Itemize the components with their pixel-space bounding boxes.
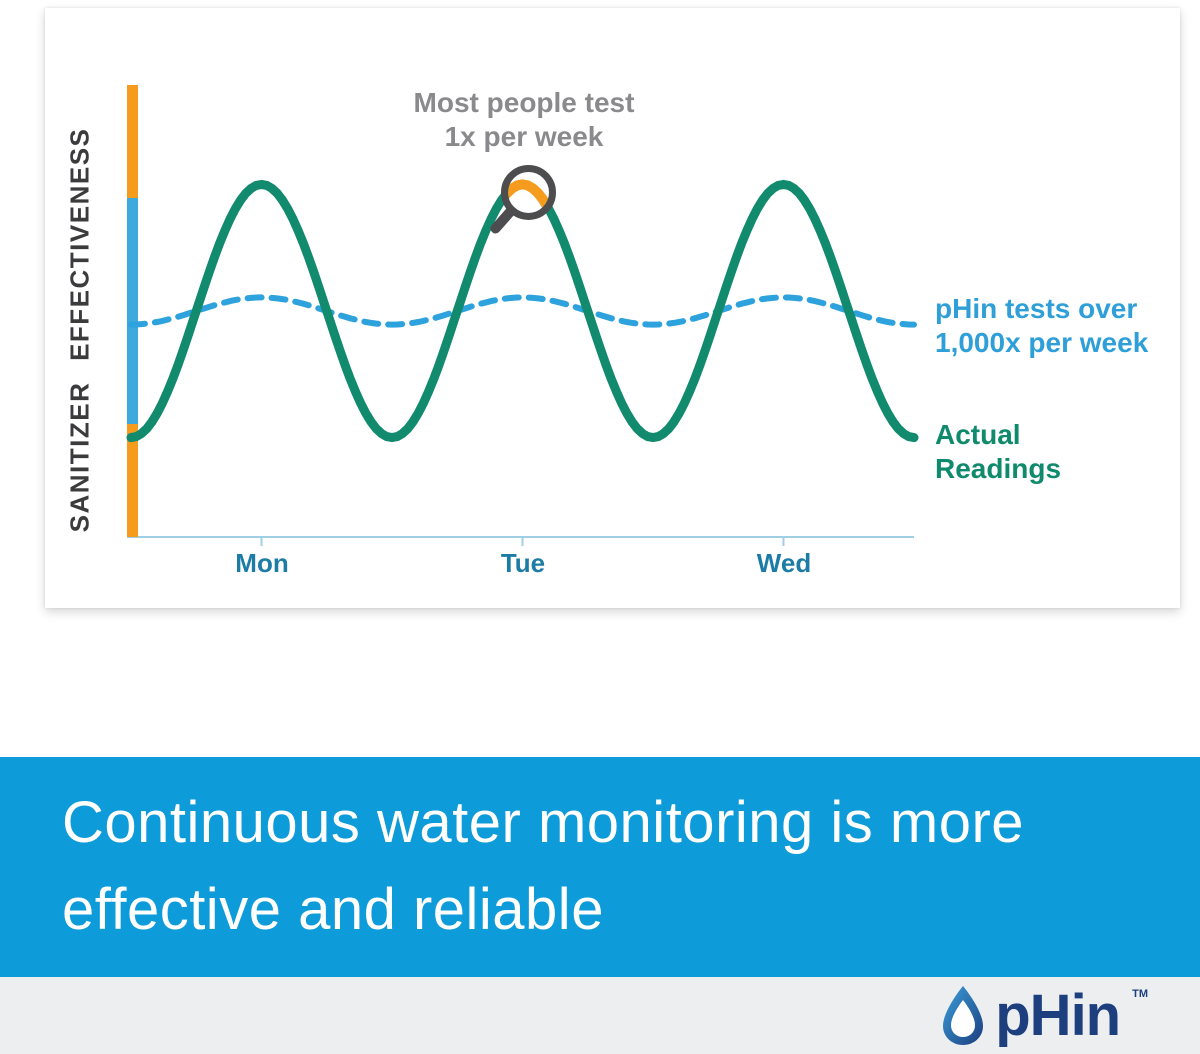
phin-logo: pHin TM [941, 982, 1148, 1048]
chart-plot [126, 85, 919, 546]
x-axis [127, 536, 914, 546]
headline-text: Continuous water monitoring is more effe… [0, 757, 1200, 953]
brand-wordmark: pHin [995, 982, 1121, 1048]
water-drop-icon [943, 985, 984, 1045]
headline-band: Continuous water monitoring is more effe… [0, 757, 1200, 977]
series-group [126, 179, 919, 443]
y-axis-label: SANITIZER EFFECTIVENESS [64, 127, 95, 533]
x-tick-label-mon: Mon [235, 548, 289, 578]
headline-line-2: effective and reliable [62, 877, 604, 942]
legend-phin-line-2: 1,000x per week [935, 327, 1149, 358]
legend-actual-line-2: Readings [935, 453, 1062, 484]
x-tick-label-wed: Wed [756, 548, 812, 578]
legend-actual-readings: Actual Readings [935, 418, 1061, 486]
y-axis-zone-bar [127, 85, 138, 537]
annotation-most-people-test: Most people test 1x per week [414, 86, 635, 154]
phin-tests-line [128, 294, 917, 328]
chart-card: SANITIZER EFFECTIVENESS Most people test… [45, 8, 1180, 608]
actual-readings-line [126, 179, 919, 443]
headline-line-1: Continuous water monitoring is more [62, 790, 1025, 855]
trademark-symbol: TM [1132, 987, 1148, 1000]
legend-phin-line-1: pHin tests over [935, 293, 1138, 324]
footer-bar: pHin TM [0, 977, 1200, 1054]
magnifier-icon [490, 164, 556, 234]
annotation-line-1: Most people test [413, 87, 635, 118]
legend-actual-line-1: Actual [935, 419, 1021, 450]
x-tick-label-tue: Tue [500, 548, 546, 578]
annotation-line-2: 1x per week [444, 121, 604, 152]
legend-phin-tests: pHin tests over 1,000x per week [935, 292, 1148, 360]
